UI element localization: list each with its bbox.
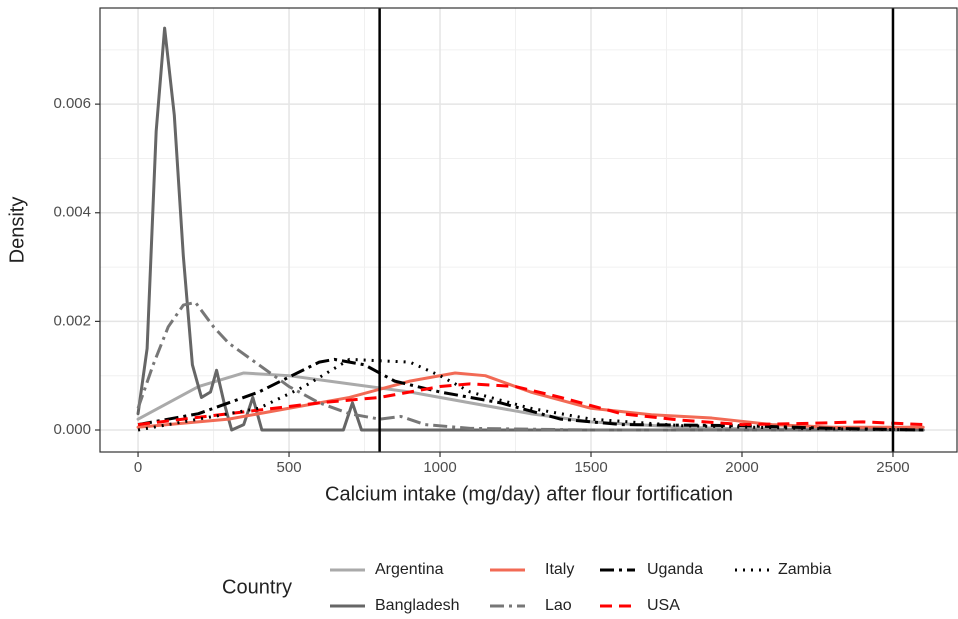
legend-label: Uganda (647, 561, 703, 578)
x-tick-label: 500 (277, 459, 302, 476)
density-line (137, 382, 924, 427)
density-line (137, 357, 924, 432)
y-tick-label: 0.006 (53, 95, 91, 112)
x-tick-label: 0 (134, 459, 142, 476)
legend-label: Lao (545, 597, 572, 614)
legend-label: USA (647, 597, 680, 614)
x-tick-label: 1500 (574, 459, 607, 476)
legend-label: Argentina (375, 561, 444, 578)
y-tick-label: 0.004 (53, 204, 91, 221)
y-axis-title: Density (6, 197, 28, 264)
legend-title: Country (222, 576, 292, 598)
x-tick-label: 1000 (423, 459, 456, 476)
density-line (136, 26, 925, 432)
density-line (136, 300, 924, 432)
legend-label: Zambia (778, 561, 831, 578)
x-axis-title: Calcium intake (mg/day) after flour fort… (325, 483, 733, 505)
legend-label: Bangladesh (375, 597, 460, 614)
plot-background (100, 8, 957, 452)
x-tick-label: 2000 (725, 459, 758, 476)
panel-border (99, 7, 958, 453)
legend-label: Italy (545, 561, 574, 578)
y-tick-label: 0.000 (53, 421, 91, 438)
density-line (136, 371, 925, 432)
x-tick-label: 2500 (876, 459, 909, 476)
y-tick-label: 0.002 (53, 312, 91, 329)
